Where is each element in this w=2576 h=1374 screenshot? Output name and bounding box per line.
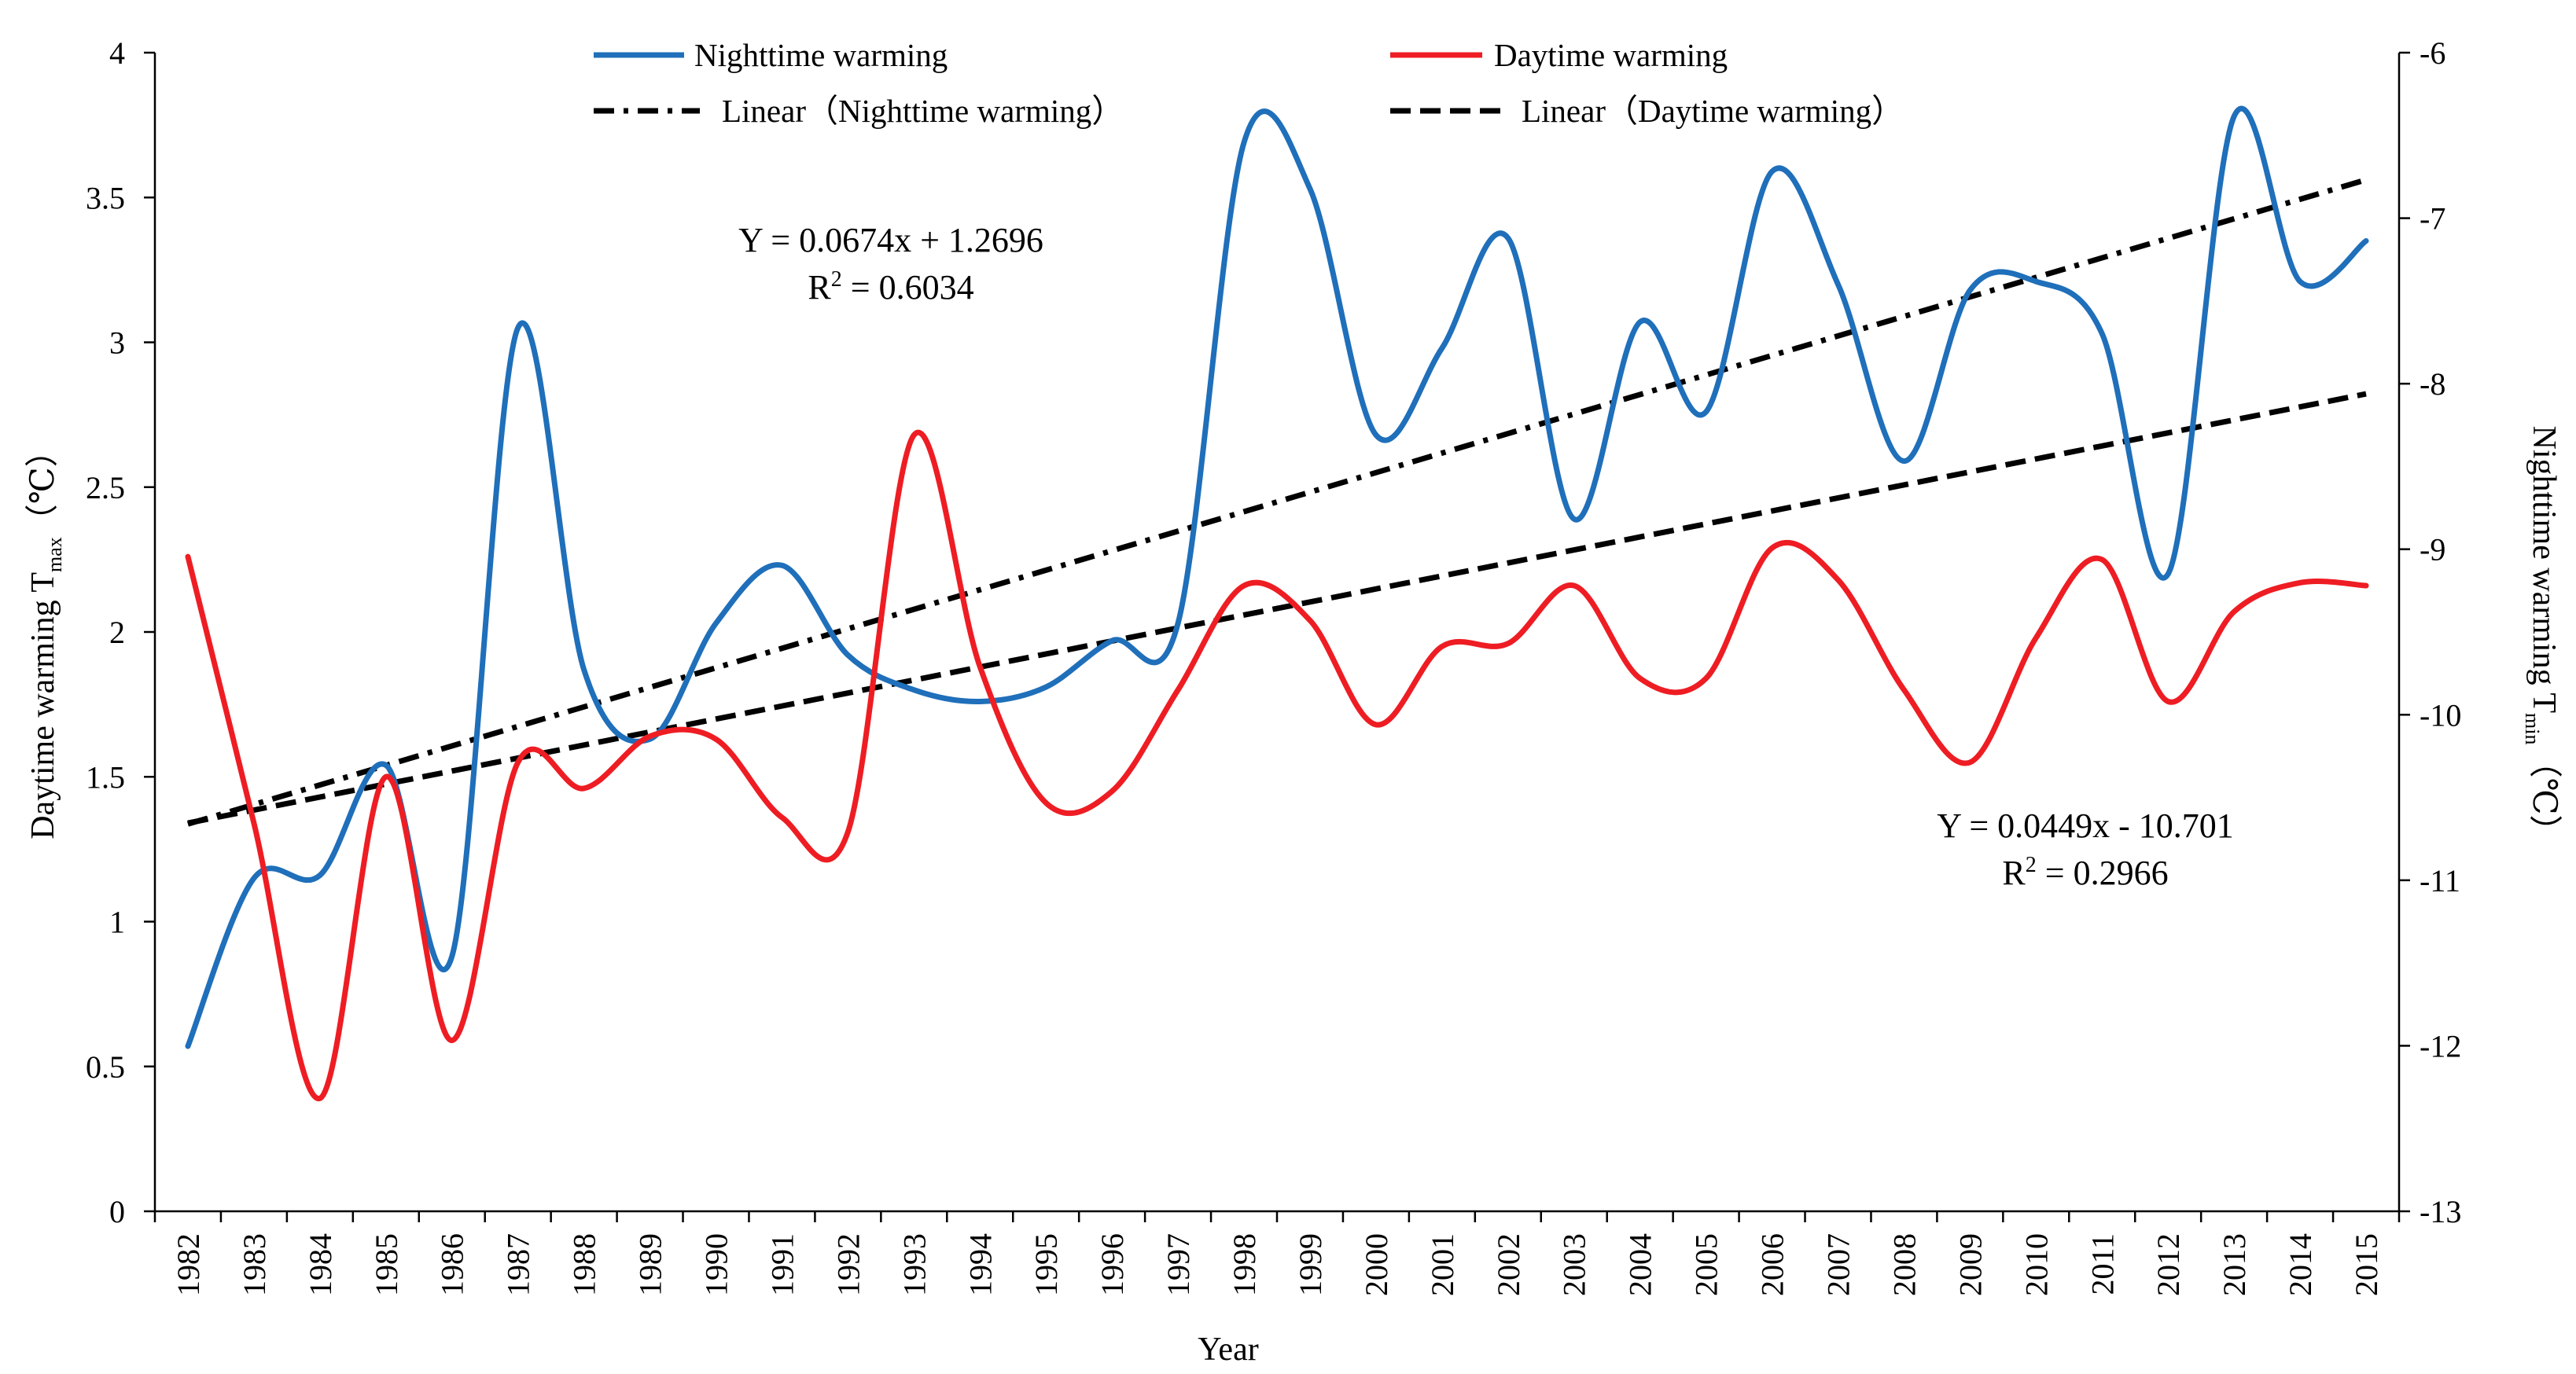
legend-label-daytime: Daytime warming <box>1494 37 1728 73</box>
right-tick-label: -7 <box>2420 201 2445 237</box>
trendline-nighttime <box>186 177 2368 827</box>
left-tick-label: 1.5 <box>86 759 125 795</box>
x-tick-label: 1984 <box>303 1233 338 1296</box>
x-tick-label: 1990 <box>699 1233 734 1296</box>
x-tick-label: 2005 <box>1689 1233 1724 1296</box>
x-tick-label: 2015 <box>2349 1233 2384 1296</box>
right-axis-ticks: -13 -12 -11 -10 -9 -8 -7 -6 <box>2399 35 2461 1229</box>
x-tick-label: 2001 <box>1425 1233 1460 1296</box>
x-tick-label: 2007 <box>1821 1233 1857 1296</box>
x-tick-label: 1994 <box>962 1233 998 1296</box>
left-tick-label: 2 <box>109 615 125 650</box>
annotation-daytime-fit: Y = 0.0449x - 10.701 R2 = 0.2966 <box>1937 806 2234 892</box>
legend: Nighttime warming Daytime warming Linear… <box>594 37 1904 129</box>
x-tick-label: 1998 <box>1227 1233 1262 1296</box>
right-tick-label: -6 <box>2420 35 2445 71</box>
x-tick-label: 2002 <box>1491 1233 1526 1296</box>
series-line-nighttime <box>185 105 2369 1049</box>
left-tick-label: 2.5 <box>86 470 125 505</box>
right-tick-label: -11 <box>2420 863 2460 898</box>
legend-label-nighttime: Nighttime warming <box>694 37 948 73</box>
right-tick-label: -13 <box>2420 1194 2461 1229</box>
annotation-nighttime-r2: R2 = 0.6034 <box>808 267 973 307</box>
x-tick-label: 2004 <box>1623 1233 1658 1296</box>
annotation-daytime-r2: R2 = 0.2966 <box>2002 853 2168 892</box>
x-tick-label: 2010 <box>2018 1233 2054 1296</box>
x-tick-label: 1985 <box>369 1233 404 1296</box>
left-axis-title: Daytime warming Tmax（℃） <box>25 434 66 839</box>
series-layer <box>185 105 2369 1101</box>
x-tick-label: 1997 <box>1161 1233 1196 1296</box>
legend-label-linear-daytime: Linear（Daytime warming） <box>1522 93 1904 129</box>
x-tick-label: 1993 <box>896 1233 932 1296</box>
x-tick-label: 1992 <box>830 1233 866 1296</box>
left-axis-ticks: 0 0.5 1 1.5 2 2.5 3 3.5 4 <box>86 35 155 1229</box>
right-tick-label: -10 <box>2420 697 2461 733</box>
left-tick-label: 0.5 <box>86 1049 125 1085</box>
left-tick-label: 3.5 <box>86 180 125 215</box>
x-tick-label: 1989 <box>633 1233 668 1296</box>
trendline-daytime <box>187 391 2367 826</box>
x-axis-ticks: 1982 1983 1984 1985 1986 1987 1988 1989 1990 1991… <box>153 1211 2401 1296</box>
annotation-nighttime-fit: Y = 0.0674x + 1.2696 R2 = 0.6034 <box>738 221 1043 307</box>
x-tick-label: 1986 <box>435 1233 470 1296</box>
x-tick-label: 2000 <box>1359 1233 1394 1296</box>
x-tick-label: 1996 <box>1095 1233 1130 1296</box>
x-tick-label: 2013 <box>2217 1233 2252 1296</box>
x-tick-label: 1999 <box>1293 1233 1328 1296</box>
left-tick-label: 4 <box>109 35 125 71</box>
x-tick-label: 2012 <box>2151 1233 2186 1296</box>
plot-frame <box>153 53 2401 1213</box>
right-axis-title: Nighttime warming Tmin（℃） <box>2521 426 2562 848</box>
x-tick-label: 2003 <box>1557 1233 1592 1296</box>
series-line-daytime <box>185 429 2369 1101</box>
x-tick-label: 1995 <box>1029 1233 1064 1296</box>
x-tick-label: 2011 <box>2085 1233 2120 1295</box>
x-tick-label: 1982 <box>171 1233 206 1296</box>
x-tick-label: 1991 <box>764 1233 800 1296</box>
left-tick-label: 3 <box>109 325 125 361</box>
right-tick-label: -9 <box>2420 532 2445 568</box>
left-tick-label: 0 <box>109 1194 125 1229</box>
x-tick-label: 1983 <box>237 1233 272 1296</box>
x-tick-label: 2008 <box>1886 1233 1922 1296</box>
right-tick-label: -8 <box>2420 366 2445 402</box>
x-tick-label: 2009 <box>1952 1233 1988 1296</box>
x-tick-label: 2006 <box>1755 1233 1790 1296</box>
x-axis-title: Year <box>1198 1332 1258 1368</box>
annotation-nighttime-equation: Y = 0.0674x + 1.2696 <box>738 221 1043 259</box>
left-tick-label: 1 <box>109 905 125 940</box>
right-tick-label: -12 <box>2420 1028 2461 1064</box>
x-tick-label: 1988 <box>567 1233 602 1296</box>
legend-label-linear-nighttime: Linear（Nighttime warming） <box>722 93 1124 129</box>
x-tick-label: 1987 <box>501 1233 536 1296</box>
x-tick-label: 2014 <box>2283 1233 2318 1296</box>
annotation-daytime-equation: Y = 0.0449x - 10.701 <box>1937 806 2234 845</box>
